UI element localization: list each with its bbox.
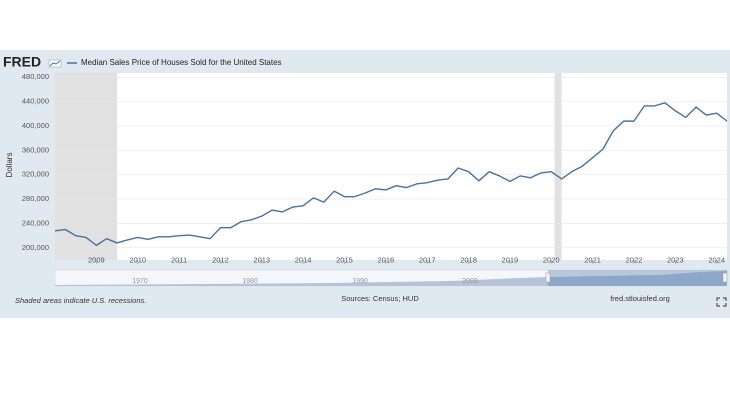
fullscreen-icon[interactable] <box>716 297 727 307</box>
logo-icon <box>48 59 62 68</box>
x-tick-label: 2012 <box>212 255 229 264</box>
x-tick-label: 2017 <box>419 255 436 264</box>
y-tick-label: 320,000 <box>22 170 49 179</box>
recession-note: Shaded areas indicate U.S. recessions. <box>15 296 146 305</box>
x-tick-label: 2015 <box>336 255 353 264</box>
x-tick-label: 2014 <box>295 255 312 264</box>
x-tick-label: 2020 <box>543 255 560 264</box>
x-tick-label: 2010 <box>129 255 146 264</box>
x-tick-label: 2019 <box>502 255 519 264</box>
navigator-handle[interactable] <box>722 272 728 283</box>
y-tick-label: 400,000 <box>22 121 49 130</box>
plot-area <box>55 73 727 260</box>
logo[interactable]: FRED <box>3 54 41 70</box>
y-tick-label: 360,000 <box>22 145 49 154</box>
url[interactable]: fred.stlouisfed.org <box>610 294 670 303</box>
navigator-area <box>55 271 727 286</box>
series-line <box>54 102 728 247</box>
x-tick-label: 2011 <box>171 255 187 264</box>
recession-shade <box>554 73 562 260</box>
x-tick-label: 2023 <box>667 255 684 264</box>
navigator[interactable]: 1970 1980 1990 2000 <box>54 269 728 287</box>
y-tick-label: 240,000 <box>22 218 49 227</box>
x-tick-label: 2021 <box>584 255 601 264</box>
navigator-handle[interactable] <box>545 272 551 283</box>
y-tick-label: 480,000 <box>22 72 49 81</box>
navigator-label: 2000 <box>462 278 478 285</box>
legend-label[interactable]: Median Sales Price of Houses Sold for th… <box>81 58 282 67</box>
navigator-label: 1990 <box>352 278 368 285</box>
navigator-label: 1980 <box>242 278 258 285</box>
y-tick-label: 280,000 <box>22 194 49 203</box>
recession-shade <box>55 73 118 260</box>
navigator-label: 1970 <box>132 278 148 285</box>
x-tick-label: 2016 <box>377 255 394 264</box>
navigator-selection[interactable] <box>548 270 727 286</box>
y-tick-label: 200,000 <box>22 243 49 252</box>
y-axis-label: Dollars <box>5 153 14 178</box>
source: Sources: Census; HUD <box>341 294 419 303</box>
y-tick-label: 440,000 <box>22 97 49 106</box>
x-tick-label: 2022 <box>626 255 643 264</box>
x-tick-label: 2013 <box>253 255 270 264</box>
x-tick-label: 2009 <box>88 255 105 264</box>
x-tick-label: 2024 <box>708 255 725 264</box>
x-tick-label: 2018 <box>460 255 477 264</box>
